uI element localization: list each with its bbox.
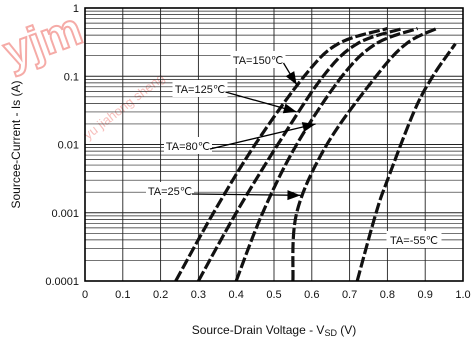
series-annotation-label: TA=-55℃ [390,235,438,247]
y-axis-title: Sourcee-Current - Is (A) [9,80,23,208]
series-annotation-label: TA=80℃ [166,141,210,153]
x-axis-title-unit: (V) [337,323,356,337]
annotation-arrowhead [282,103,297,114]
annotation-leader [209,123,316,150]
annotation-box [230,51,286,68]
x-axis-title-subscript: SD [324,328,337,338]
plot-border [84,7,464,282]
x-tick-label: 0.9 [418,289,433,301]
watermark-text: yu jiahong sheng [81,70,168,142]
series-line [234,26,419,282]
series-line [196,26,404,282]
x-tick-label: 0.5 [266,289,281,301]
x-tick-label: 0.3 [191,289,206,301]
series-annotations: TA=150℃ TA=125℃ TA=80℃ TA=25℃ TA=-55℃ [146,51,442,248]
x-tick-label: 0.7 [342,289,357,301]
series-line [174,26,388,282]
x-axis-title: Source-Drain Voltage - VSD (V) [192,323,357,338]
x-tick-label: 0.1 [115,289,130,301]
x-tick-label: 0.4 [229,289,244,301]
annotation-arrowhead [285,71,297,85]
annotation-box [164,137,212,154]
y-tick-label: 0.0001 [45,276,79,288]
tick-labels: 0 0.1 0.2 0.3 0.4 0.5 0.6 0.7 0.8 0.9 1.0 0.0001 0.0… [45,3,470,301]
x-tick-label: 0 [82,289,88,301]
series-line [355,42,457,282]
annotation-arrowhead [301,122,316,132]
annotation-leader [191,193,301,196]
axis-titles: Source-Drain Voltage - VSD (V) Sourcee-Cu… [9,80,356,338]
x-tick-label: 0.6 [304,289,319,301]
y-tick-label: 1 [73,3,79,15]
annotation-box [386,231,442,248]
series-line [291,27,438,282]
series-annotation-label: TA=150℃ [233,55,283,67]
annotation-box [146,182,194,199]
series-annotation-label: TA=125℃ [175,84,225,96]
y-tick-label: 0.001 [51,208,79,220]
y-tick-label: 0.1 [64,71,79,83]
x-tick-label: 0.8 [380,289,395,301]
x-tick-label: 1.0 [455,289,470,301]
annotation-box [172,80,228,97]
y-tick-label: 0.01 [58,140,79,152]
plot-frame [84,7,464,282]
chart-series [174,26,457,282]
annotation-arrowhead [287,190,301,201]
series-annotation-label: TA=25℃ [148,186,192,198]
x-tick-label: 0.2 [153,289,168,301]
